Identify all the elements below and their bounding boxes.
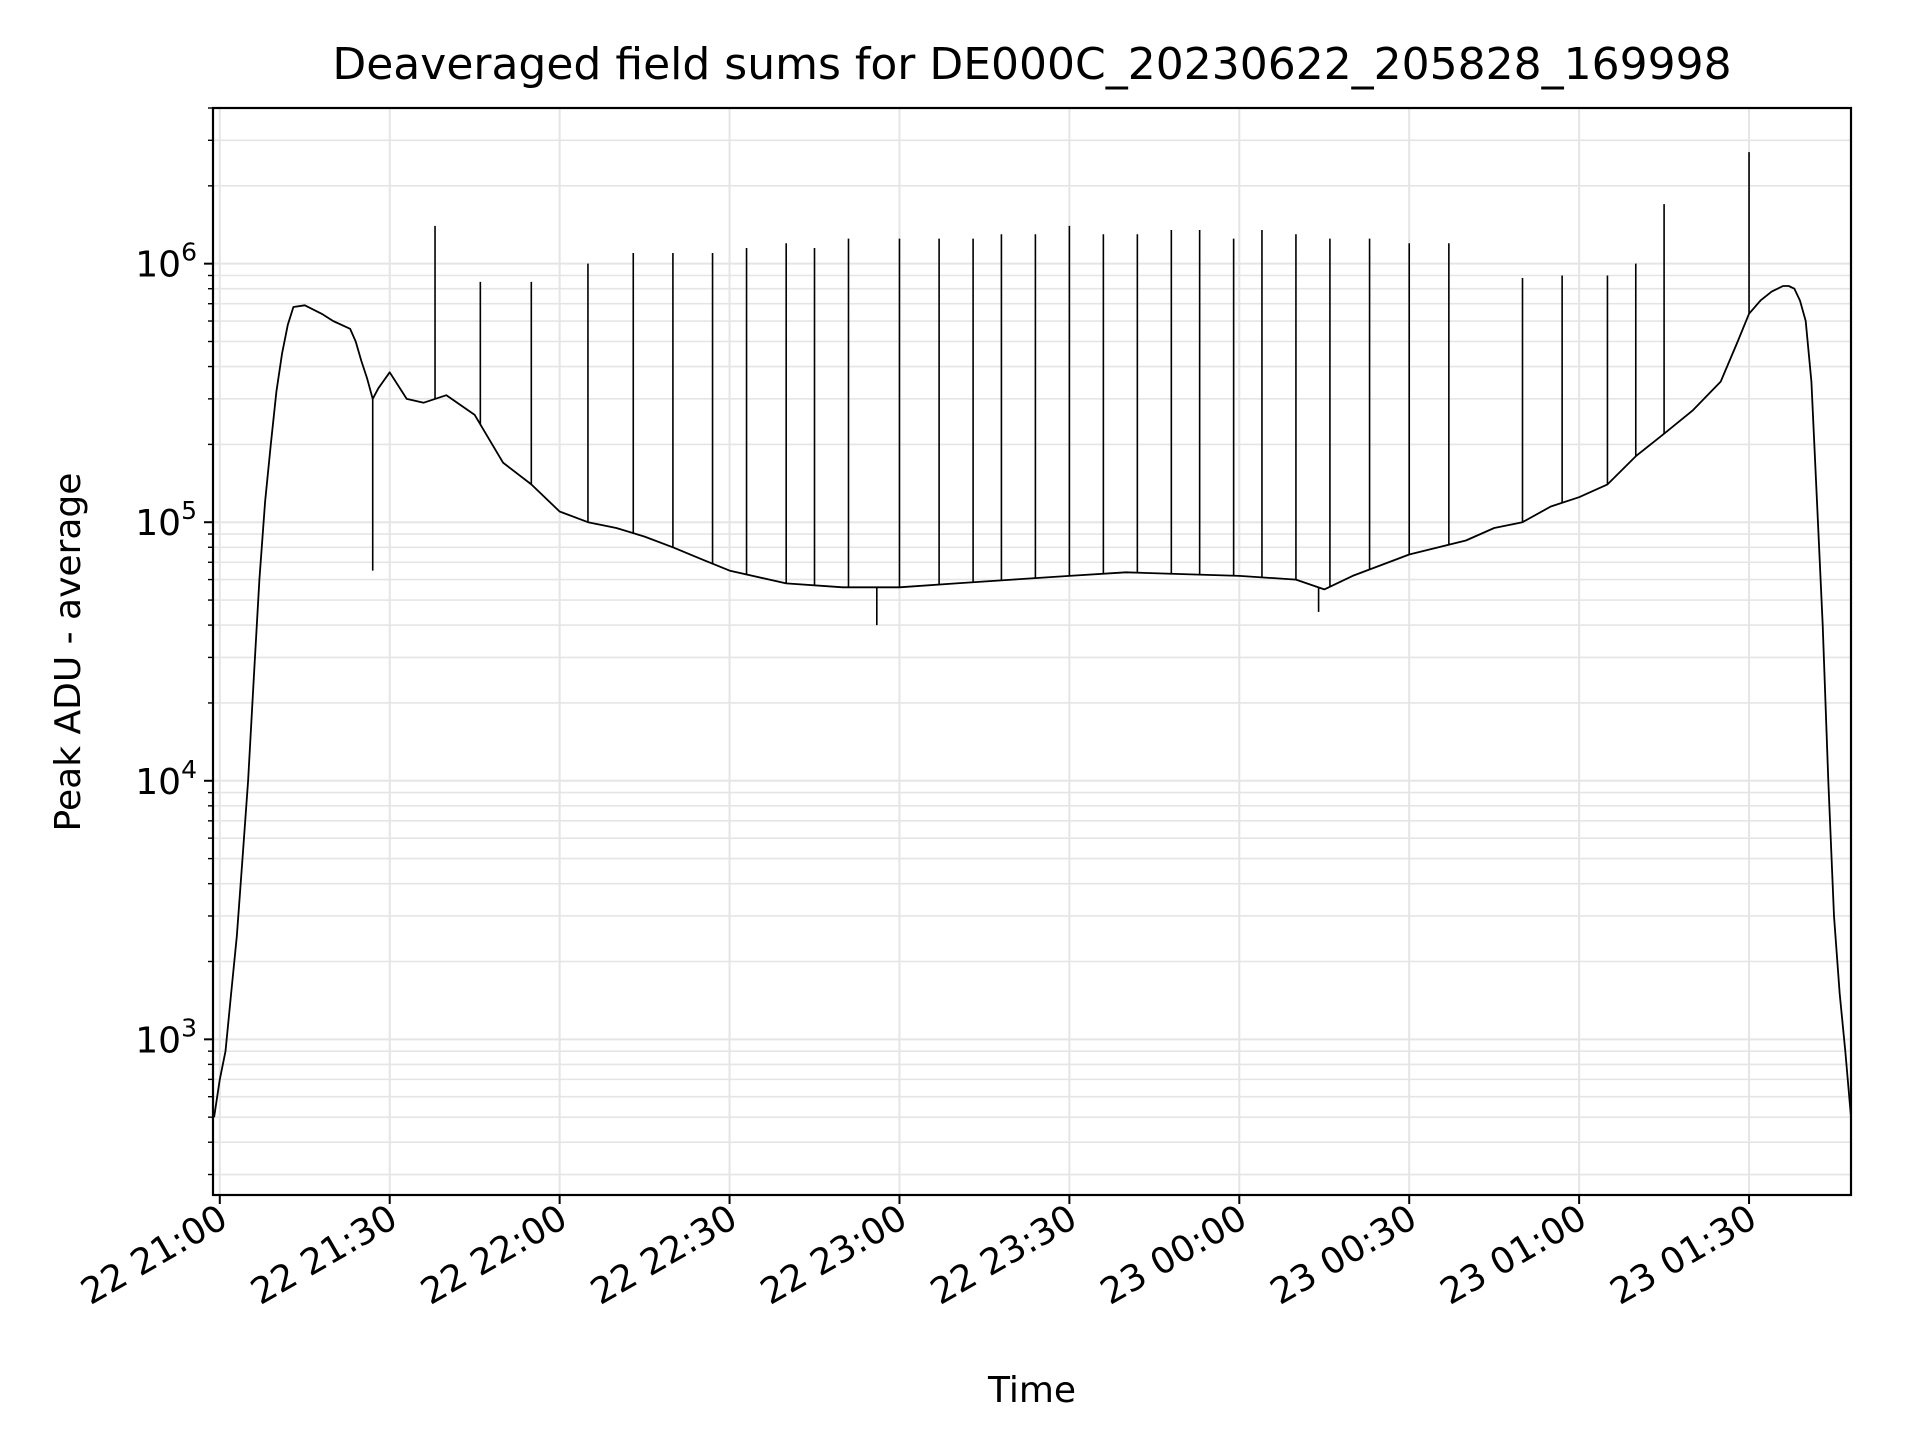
plot-frame: [211, 106, 1853, 1197]
chart-title: Deaveraged field sums for DE000C_2023062…: [332, 39, 1731, 90]
data-layer: [213, 152, 1852, 1118]
x-axis-label: Time: [987, 1370, 1076, 1411]
y-axis-label: Peak ADU - average: [48, 473, 89, 832]
y-tick-label: 104: [135, 755, 197, 803]
y-tick-label: 103: [135, 1013, 197, 1061]
y-tick-label: 105: [135, 496, 197, 544]
y-tick-label: 106: [135, 238, 197, 286]
